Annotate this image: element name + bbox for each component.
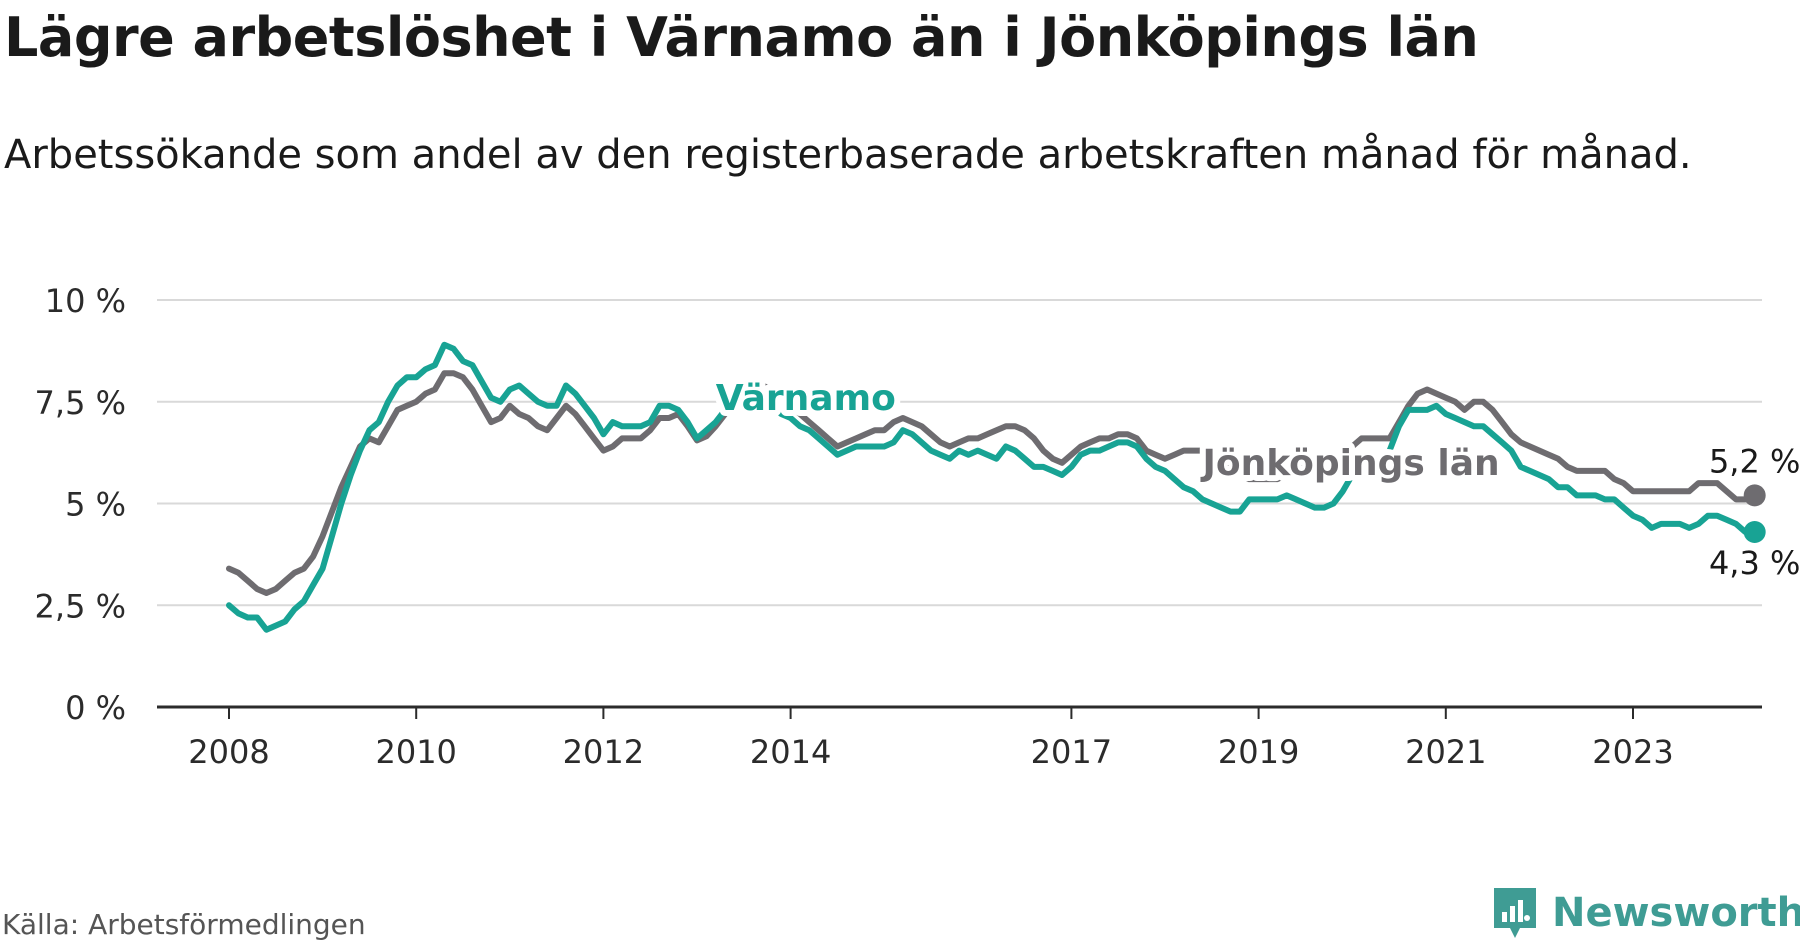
y-tick-label: 10 % [45,282,126,320]
y-axis-labels: 0 % 2,5 % 5 % 7,5 % 10 % [35,282,126,727]
series-lines [226,341,1758,633]
y-tick-label: 2,5 % [35,587,126,625]
y-tick-label: 7,5 % [35,384,126,422]
series-label-halo: Värnamo [716,378,896,419]
x-tick-label: 2023 [1592,733,1673,771]
series-label-jonkopings-lan: Jönköpings län [1199,443,1499,484]
x-tick-label: 2008 [188,733,269,771]
end-marker-varnamo [1743,520,1766,543]
end-label-varnamo: 4,3 % [1709,544,1800,582]
series-label-halo: Jönköpings län [1199,443,1499,484]
series-line-jonkopings-lan [226,370,1758,596]
x-tick-label: 2017 [1031,733,1112,771]
end-marker-jonkopings-lan [1743,484,1766,507]
end-label-jonkopings-lan: 5,2 % [1709,442,1800,480]
source-note: Källa: Arbetsförmedlingen [2,908,366,941]
series-end-markers: 5,2 % 4,3 % [1709,442,1800,582]
x-axis-ticks: 2008 2010 2012 2014 2017 2019 2021 2023 [188,707,1674,771]
x-tick-label: 2012 [563,733,644,771]
series-line-varnamo [226,341,1758,633]
newsworthy-logo-icon [1494,888,1536,938]
brand-logo: Newsworthy [1490,884,1800,942]
brand-name: Newsworthy [1552,890,1800,936]
series-label-varnamo: Värnamo [716,378,896,419]
chart-title: Lägre arbetslöshet i Värnamo än i Jönköp… [4,6,1479,69]
x-tick-label: 2010 [375,733,456,771]
y-tick-label: 5 % [65,486,126,524]
x-tick-label: 2014 [750,733,831,771]
x-tick-label: 2021 [1405,733,1486,771]
chart-subtitle: Arbetssökande som andel av den registerb… [4,132,1692,178]
y-tick-label: 0 % [65,689,126,727]
gridlines [157,299,1762,607]
x-tick-label: 2019 [1218,733,1299,771]
